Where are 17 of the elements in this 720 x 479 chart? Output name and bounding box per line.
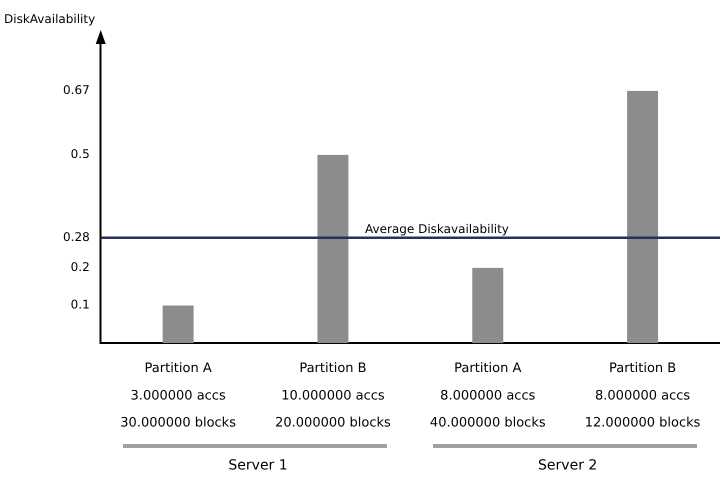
y-tick-label: 0.2: [70, 260, 90, 274]
y-axis-title: DiskAvailability: [4, 12, 96, 26]
y-tick-label: 0.28: [63, 230, 90, 244]
x-tick-label: Partition A 3.000000 accs 30.000000 blocks: [120, 361, 236, 431]
y-tick-label: 0.5: [70, 147, 90, 162]
x-tick-label: Partition B 10.000000 accs 20.000000 blocks: [275, 361, 392, 431]
ref-line-label: Average Diskavailability: [365, 222, 509, 236]
bar: [627, 90, 658, 344]
text: Server 2: [538, 458, 598, 474]
x-tick-label: Partition B 8.000000 accs 12.000000 blocks: [584, 361, 701, 431]
bar: [162, 305, 194, 344]
y-tick-label: 0.67: [63, 83, 90, 98]
y-tick-label: 0.1: [70, 298, 90, 312]
bar: [472, 268, 504, 344]
bar: [317, 154, 348, 344]
text: Server 1: [228, 458, 288, 474]
x-tick-label: Partition A 8.000000 accs 40.000000 blocks: [430, 361, 546, 431]
